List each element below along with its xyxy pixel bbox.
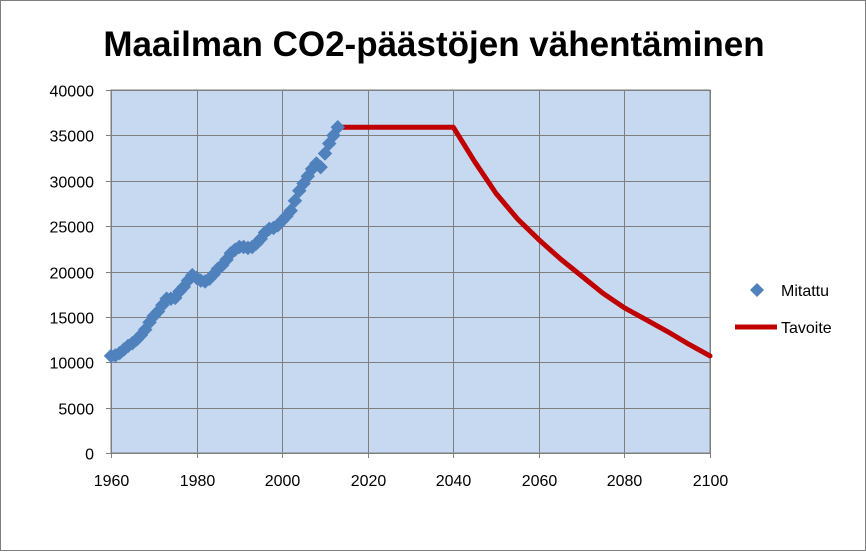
- legend-item-mitattu: Mitattu: [750, 283, 829, 300]
- legend-item-tavoite: Tavoite: [735, 320, 832, 337]
- x-tick-label: 2000: [265, 473, 301, 490]
- x-tick-label: 2080: [607, 473, 643, 490]
- legend-label-mitattu: Mitattu: [781, 283, 829, 300]
- plot-border: [110, 89, 711, 454]
- plot-area: [111, 90, 710, 453]
- legend-label-tavoite: Tavoite: [781, 320, 832, 337]
- x-tick-label: 1980: [180, 473, 216, 490]
- series-mitattu: [103, 119, 346, 364]
- y-tick-label: 5000: [58, 402, 94, 419]
- y-tick-label: 20000: [50, 266, 95, 283]
- y-tick-label: 25000: [50, 220, 95, 237]
- y-tick-label: 0: [85, 447, 94, 464]
- legend-marker-mitattu: [750, 283, 764, 297]
- y-tick-label: 30000: [50, 175, 95, 192]
- mitattu-point: [313, 159, 329, 175]
- mitattu-point: [287, 193, 303, 209]
- x-axis-ticks: 1960 1980 2000 2020 2040 2060 2080 2100: [94, 453, 729, 490]
- series-tavoite: [335, 124, 713, 359]
- x-tick-label: 2060: [522, 473, 558, 490]
- mitattu-point: [330, 119, 346, 135]
- chart-title: Maailman CO2-päästöjen vähentäminen: [103, 25, 764, 64]
- y-tick-label: 40000: [50, 84, 95, 101]
- y-tick-label: 35000: [50, 129, 95, 146]
- tavoite-line: [335, 124, 713, 359]
- y-axis-ticks: 0 5000 10000 15000 20000 25000 30000 35000 40000: [50, 84, 111, 464]
- mitattu-point: [317, 146, 333, 161]
- y-tick-label: 10000: [50, 356, 95, 373]
- x-tick-label: 1960: [94, 473, 130, 490]
- x-tick-label: 2100: [693, 473, 729, 490]
- x-tick-label: 2020: [351, 473, 387, 490]
- mitattu-point: [283, 203, 299, 219]
- y-tick-label: 15000: [50, 311, 95, 328]
- x-tick-label: 2040: [436, 473, 472, 490]
- legend: Mitattu Tavoite: [735, 283, 832, 337]
